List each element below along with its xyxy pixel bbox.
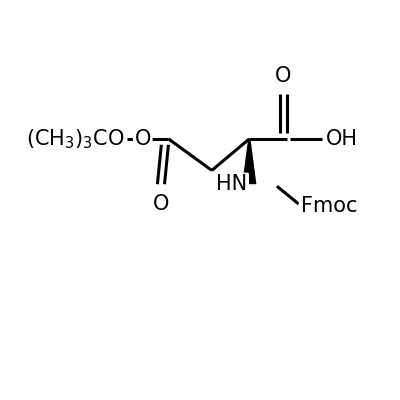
Text: Fmoc: Fmoc <box>300 196 357 216</box>
Text: O: O <box>153 194 169 214</box>
Text: (CH$_3$)$_3$CO: (CH$_3$)$_3$CO <box>26 127 125 151</box>
Text: O: O <box>275 66 292 86</box>
Polygon shape <box>242 139 256 184</box>
Text: O: O <box>135 129 151 149</box>
Text: OH: OH <box>326 129 358 149</box>
Text: HN: HN <box>216 174 247 194</box>
